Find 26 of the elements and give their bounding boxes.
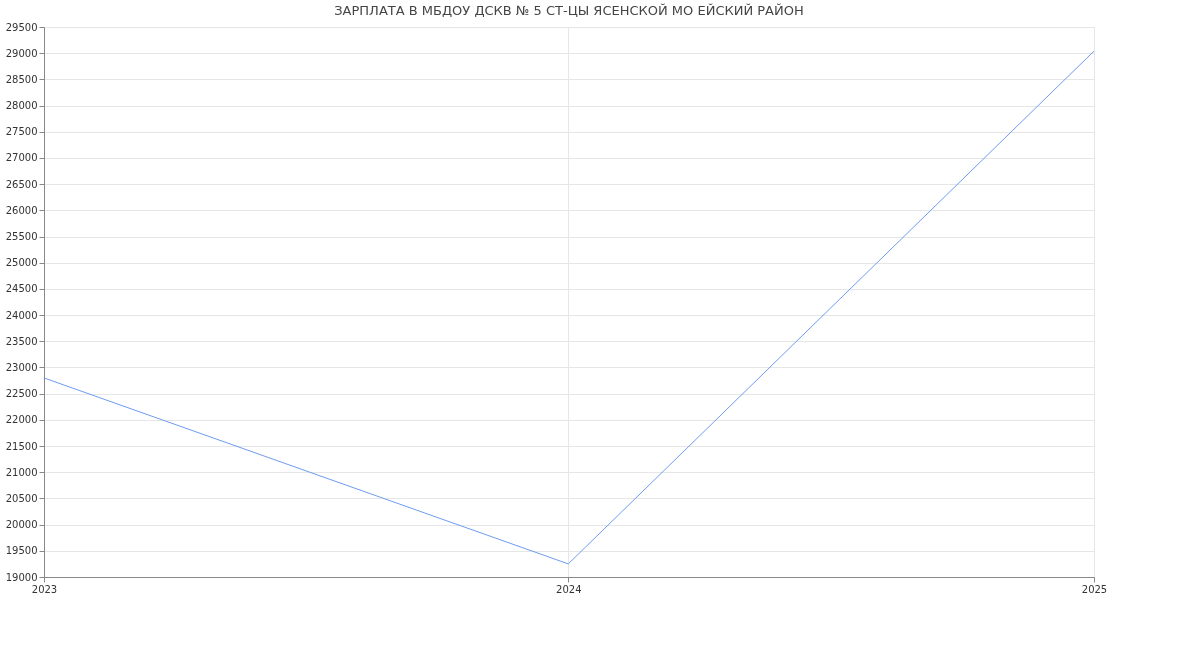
- y-tick-label: 21500: [5, 440, 38, 452]
- chart-title: ЗАРПЛАТА В МБДОУ ДСКВ № 5 СТ-ЦЫ ЯСЕНСКОЙ МО ЕЙСКИЙ РАЙОН: [334, 3, 804, 18]
- y-tick-label: 26000: [5, 204, 38, 216]
- y-tick-label: 24500: [5, 283, 38, 295]
- y-tick-label: 23000: [5, 361, 38, 373]
- y-tick-label: 22000: [5, 414, 38, 426]
- x-tick-label: 2024: [556, 583, 582, 595]
- y-tick-label: 29000: [5, 47, 38, 59]
- x-tick-label: 2025: [1081, 583, 1108, 595]
- y-tick-label: 27000: [5, 152, 38, 164]
- y-tick-label: 28500: [5, 73, 38, 85]
- y-tick-label: 21000: [5, 466, 38, 478]
- y-tick-label: 25500: [5, 231, 38, 243]
- y-tick-label: 29500: [5, 21, 38, 33]
- y-tick-label: 23500: [5, 335, 38, 347]
- x-tick-label: 2023: [31, 583, 58, 595]
- y-tick-label: 20000: [5, 519, 38, 531]
- y-tick-label: 25000: [5, 257, 38, 269]
- y-tick-label: 19000: [5, 571, 38, 583]
- y-tick-label: 22500: [5, 388, 38, 400]
- y-tick-label: 20500: [5, 492, 38, 504]
- y-tick-label: 26500: [5, 178, 38, 190]
- y-tick-label: 27500: [5, 126, 38, 138]
- y-tick-label: 19500: [5, 545, 38, 557]
- y-tick-label: 28000: [5, 100, 38, 112]
- y-tick-label: 24000: [5, 309, 38, 321]
